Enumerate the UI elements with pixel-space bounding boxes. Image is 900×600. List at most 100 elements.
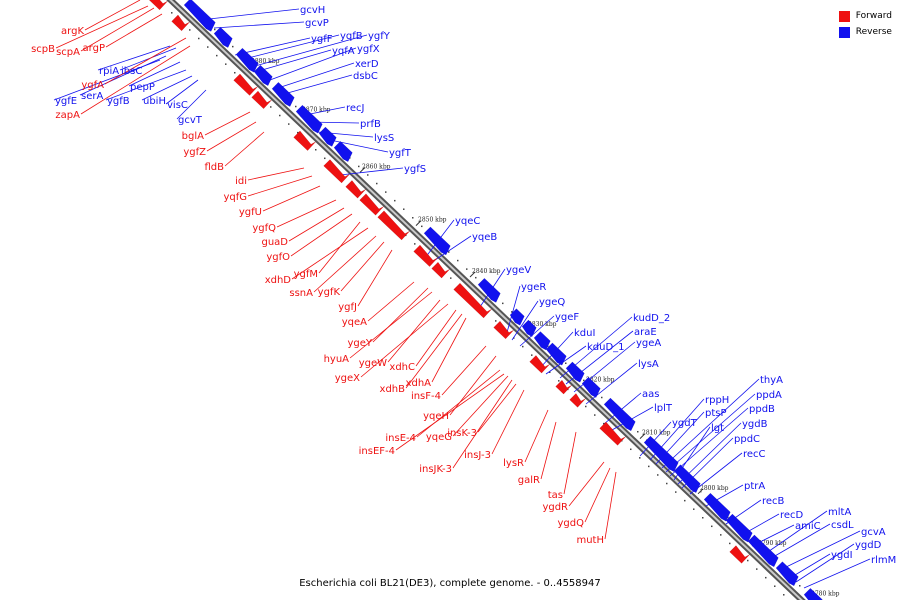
gene-blocks [148,0,823,600]
forward-gene-block [493,320,515,340]
gene-label-ygfm: ygfM [294,269,318,280]
gene-label-ygfu: ygfU [239,207,262,218]
gene-label-yqeb: yqeB [472,232,497,243]
reverse-gene-block [521,319,537,338]
minor-tick [684,499,686,502]
tick-label: 2880 kbp [251,58,280,65]
gene-label-ygea: ygeA [636,338,661,349]
gene-label-yqec: yqeC [455,216,480,227]
forward-leader [568,461,605,507]
gene-label-kudd-2: kudD_2 [633,313,670,324]
forward-gene-block [569,392,587,408]
gene-label-ygex: ygeX [335,373,360,384]
forward-leader [563,431,577,495]
forward-gene-block [323,159,351,184]
forward-leader [405,313,463,389]
minor-tick [279,114,281,117]
gene-label-arae: araE [634,327,657,338]
gene-label-fldb: fldB [204,162,224,173]
gene-label-ssna: ssnA [289,288,313,299]
gene-label-gcva: gcvA [861,527,886,538]
minor-tick [774,585,776,587]
genome-caption: Escherichia coli BL21(DE3), complete gen… [299,578,601,589]
reverse-gene-block [747,534,779,568]
gene-label-scpa: scpA [56,47,80,58]
forward-leader [291,227,369,280]
gene-label-yger: ygeR [521,282,546,293]
gene-label-ygeq: ygeQ [539,297,565,308]
forward-gene-block [251,90,273,110]
forward-leader [80,7,155,52]
gene-label-ppdc: ppdC [734,434,760,445]
gene-label-ygff: ygfF [311,34,333,45]
forward-leader [313,235,377,293]
reverse-leader [519,315,555,347]
gene-label-zapa: zapA [55,110,80,121]
reverse-gene-block [775,561,799,587]
leader-lines [53,0,871,589]
gene-label-ygey: ygeY [347,338,372,349]
gene-label-lplt: lplT [654,403,673,414]
forward-leader [604,471,617,540]
minor-tick [549,371,551,374]
gene-label-ygfs: ygfS [404,164,426,175]
reverse-gene-block [509,308,525,326]
tick-label: 2820 kbp [586,376,615,383]
minor-tick [234,71,236,74]
forward-leader [491,389,525,455]
minor-tick [450,277,452,279]
gene-label-recj: recJ [346,103,365,114]
forward-swatch [838,10,850,22]
gene-label-gcvp: gcvP [305,18,329,29]
minor-tick [666,482,668,485]
reverse-leader [97,45,171,71]
gene-label-ygfx: ygfX [357,44,380,55]
gene-label-xdha: xdhA [406,378,432,389]
forward-leader [105,13,163,48]
tick-label: 2850 kbp [418,217,447,224]
gene-label-yqeh: yqeH [423,411,449,422]
reverse-leader [505,285,521,337]
gene-label-xdhc: xdhC [389,362,415,373]
forward-leader [80,45,191,115]
minor-tick [799,585,801,587]
tick-label: 2790 kbp [758,540,787,547]
forward-leader [276,199,337,228]
reverse-leader [669,407,749,477]
forward-gene-block [729,545,751,564]
reverse-gene-block [318,126,337,147]
legend-forward: Forward [838,8,892,24]
minor-tick [376,182,378,185]
minor-tick [207,46,209,48]
reverse-gene-block [213,26,233,49]
gene-label-ygdb: ygdB [742,419,768,430]
minor-tick [171,12,173,14]
minor-tick [502,302,504,305]
gene-label-insf-4: insF-4 [411,391,441,402]
reverse-leader [199,8,300,21]
minor-tick [531,354,533,356]
reverse-leader [53,59,161,101]
gene-label-galr: galR [518,475,540,486]
forward-leader [540,421,557,480]
minor-tick [394,199,396,202]
forward-leader [477,383,517,433]
reverse-leader [789,553,831,579]
gene-label-rpph: rppH [705,395,729,406]
forward-gene-block [555,379,573,395]
tick-mark [639,433,646,439]
reverse-gene-block [725,513,753,543]
reverse-leader [141,75,193,101]
minor-tick [216,54,218,57]
gene-label-ygfz: ygfZ [183,147,206,158]
gene-label-sera: serA [81,91,103,102]
reverse-leader [803,558,871,589]
minor-tick [457,259,459,262]
reverse-leader [213,21,305,29]
minor-tick [711,525,713,528]
reverse-leader [254,34,368,67]
forward-leader [349,291,433,359]
reverse-gene-block [803,587,823,600]
reverse-leader [767,523,831,561]
gene-label-ppdb: ppdB [749,404,775,415]
